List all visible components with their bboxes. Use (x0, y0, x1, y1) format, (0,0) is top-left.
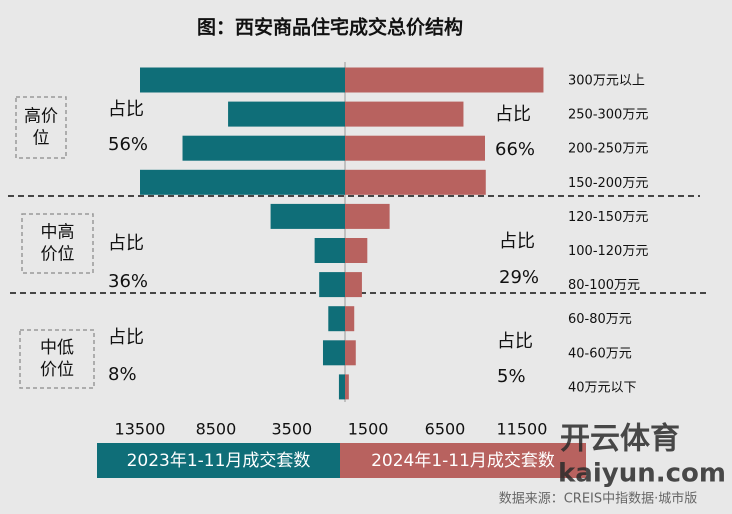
category-label: 40-60万元 (568, 346, 632, 361)
bar (345, 272, 362, 298)
share-label: 8% (108, 364, 137, 385)
category-label: 100-120万元 (568, 244, 648, 259)
bar (140, 67, 345, 93)
bar (228, 101, 345, 127)
bar (345, 67, 544, 93)
source-note: 数据来源：CREIS中指数据·城市版 (499, 491, 698, 507)
group-label: 价位 (40, 360, 74, 380)
share-title: 占比 (108, 99, 144, 120)
bar (345, 340, 356, 366)
bar (270, 203, 345, 229)
bar (345, 135, 485, 161)
group-box (15, 96, 67, 159)
watermark: 开云体育 (560, 422, 680, 457)
x-tick-label: 1500 (348, 420, 389, 439)
bar (328, 306, 345, 332)
bar (314, 238, 345, 263)
bar (319, 272, 345, 298)
bar (345, 306, 355, 332)
share-label: 66% (495, 139, 535, 160)
share-label: 29% (499, 267, 539, 288)
category-label: 40万元以下 (568, 380, 637, 395)
x-tick-label: 13500 (115, 420, 166, 439)
bar (345, 374, 349, 400)
bar (345, 101, 464, 127)
chart-title: 图：西安商品住宅成交总价结构 (197, 16, 463, 39)
share-title: 占比 (108, 233, 144, 254)
category-label: 80-100万元 (568, 278, 640, 293)
category-label: 250-300万元 (568, 108, 648, 123)
watermark: kaiyun.com (558, 459, 726, 489)
x-tick-label: 8500 (196, 420, 237, 439)
group-label: 高价 (24, 107, 58, 127)
x-tick-label: 6500 (425, 420, 466, 439)
group-label: 价位 (41, 245, 75, 265)
bar (182, 135, 345, 161)
group-box (21, 213, 94, 274)
share-title: 占比 (497, 331, 533, 352)
category-label: 120-150万元 (568, 210, 648, 225)
bar (322, 340, 345, 366)
share-title: 占比 (499, 231, 535, 252)
bar (345, 203, 390, 229)
category-label: 60-80万元 (568, 312, 632, 327)
share-title: 占比 (108, 327, 144, 348)
bar (338, 374, 345, 400)
share-label: 36% (108, 271, 148, 292)
share-title: 占比 (495, 104, 531, 125)
category-label: 200-250万元 (568, 142, 648, 157)
bar (345, 238, 368, 263)
group-label: 中高 (41, 223, 75, 243)
bar (140, 169, 345, 195)
share-label: 5% (497, 366, 526, 387)
bar (345, 169, 486, 195)
share-label: 56% (108, 134, 148, 155)
legend-swatch (340, 443, 586, 478)
category-label: 300万元以上 (568, 74, 645, 89)
category-label: 150-200万元 (568, 176, 648, 191)
legend-label: 2024年1-11月成交套数 (371, 451, 555, 471)
group-label: 位 (33, 129, 50, 149)
legend-swatch (97, 443, 340, 478)
group-box (19, 329, 95, 389)
x-tick-label: 3500 (271, 420, 312, 439)
x-tick-label: 11500 (496, 420, 547, 439)
group-label: 中低 (40, 338, 74, 358)
legend-label: 2023年1-11月成交套数 (127, 451, 311, 471)
